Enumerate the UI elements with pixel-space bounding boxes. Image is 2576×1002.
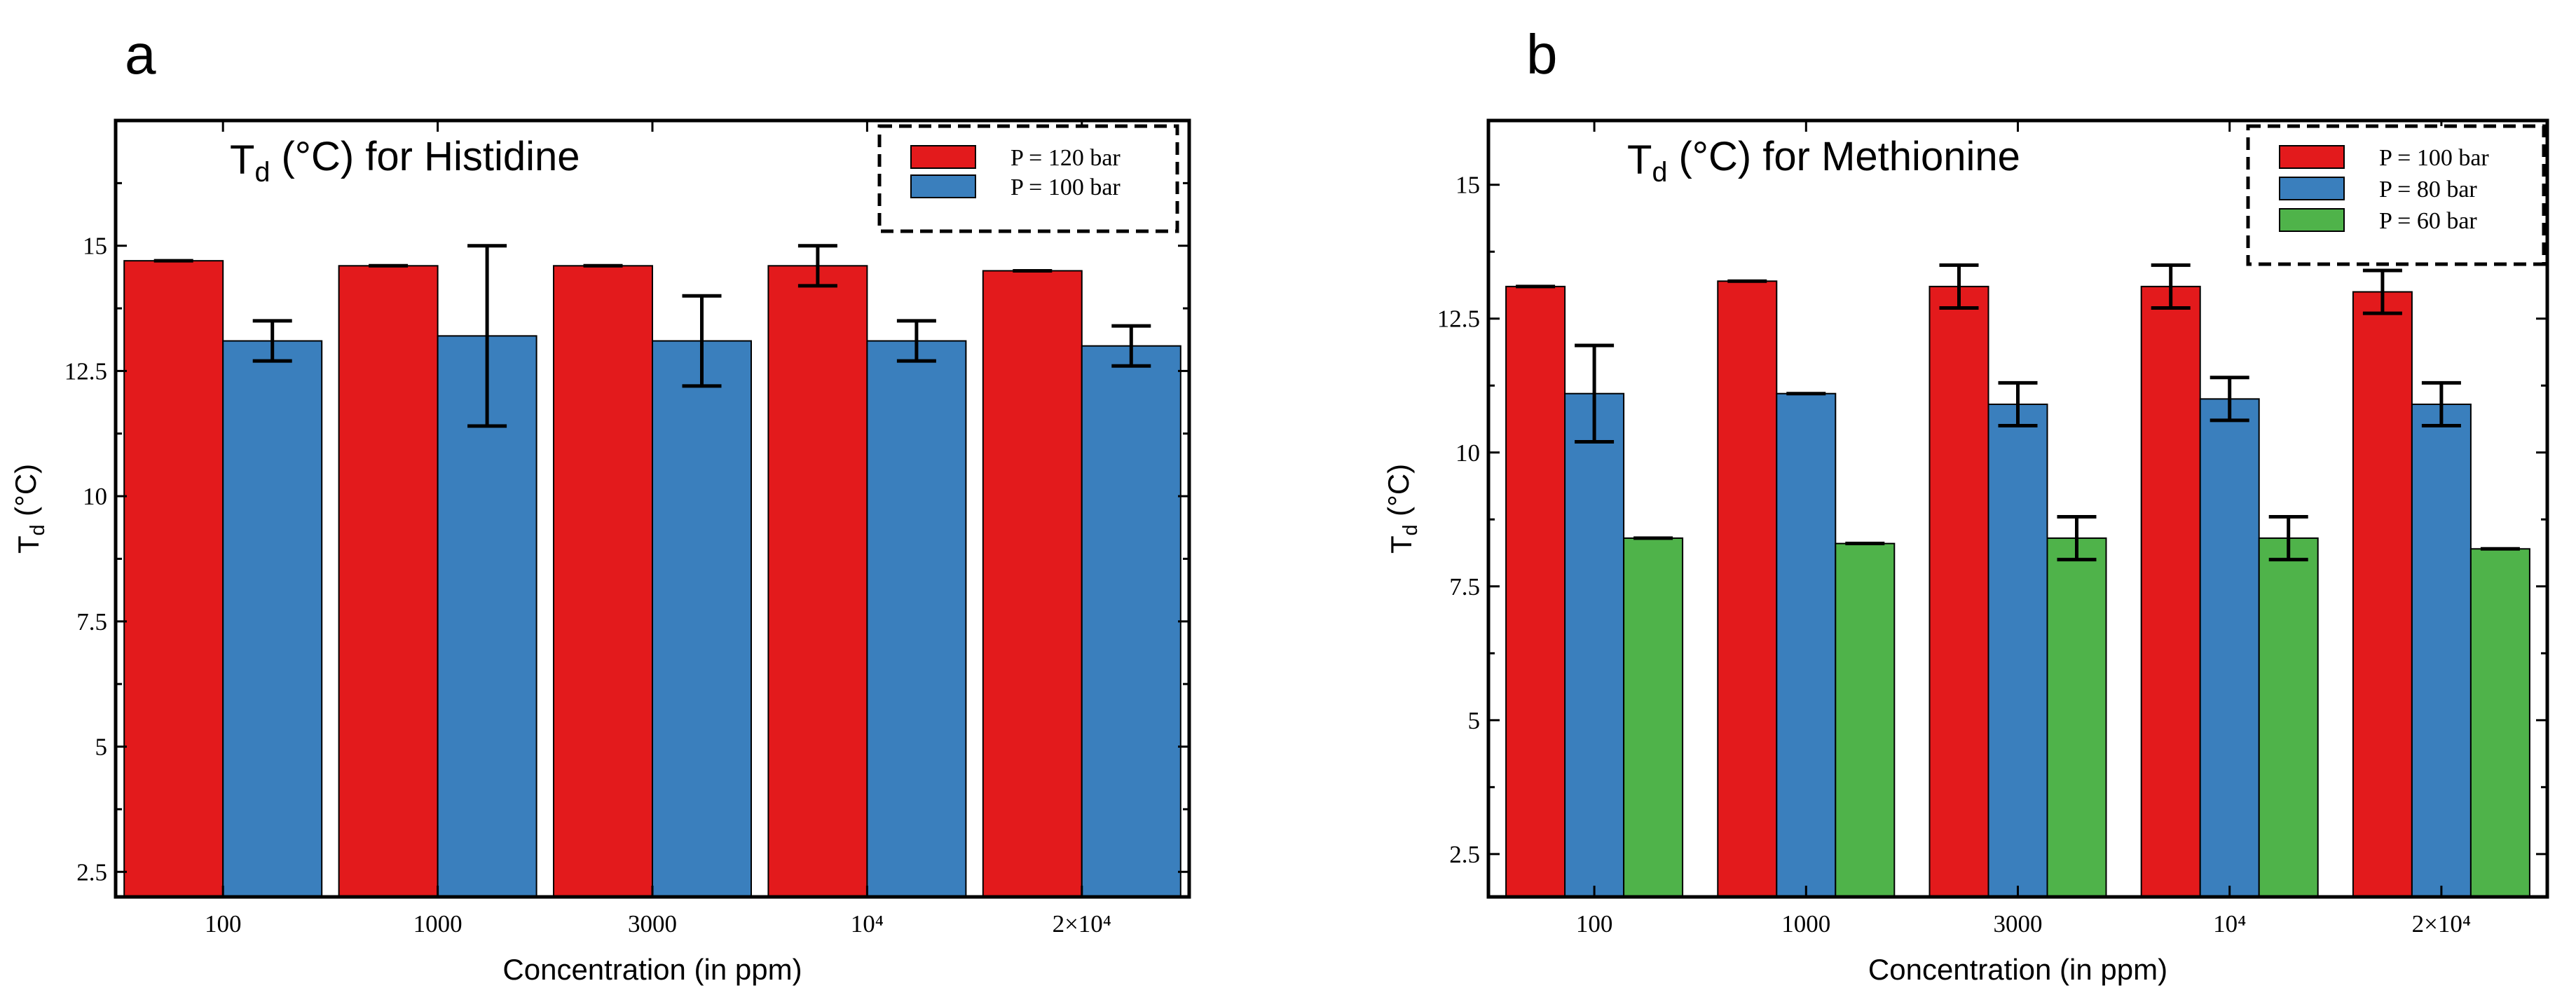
y-axis-label-b-rest: (°C) <box>1382 464 1415 525</box>
xtick-label-b-1: 1000 <box>1781 910 1830 938</box>
legend-label-b-2: P = 60 bar <box>2379 208 2477 234</box>
legend-label-a-1: P = 100 bar <box>1010 174 1121 200</box>
ytick-label-b-1: 5 <box>1468 707 1481 734</box>
panel-letter-a: a <box>125 23 156 85</box>
legend-box-a <box>877 124 1179 233</box>
xtick-label-a-4: 2×10⁴ <box>1053 910 1111 938</box>
y-axis-label-a: Td (°C) <box>9 464 49 554</box>
legend-swatch-b-0 <box>2279 145 2345 169</box>
chart-title-b-main: T <box>1627 137 1652 183</box>
bar-b-s1-c1 <box>1776 392 1837 898</box>
xtick-label-a-1: 1000 <box>413 910 463 938</box>
y-axis-label-b-sub: d <box>1399 525 1422 536</box>
chart-title-a: Td (°C) for Histidine <box>230 134 580 188</box>
bar-a-s0-c4 <box>982 270 1083 898</box>
bar-a-s0-c0 <box>123 260 224 898</box>
bar-b-s0-c3 <box>2140 285 2201 898</box>
chart-title-a-main: T <box>230 137 254 183</box>
legend-swatch-b-2 <box>2279 208 2345 232</box>
ytick-label-a-3: 10 <box>83 483 107 510</box>
bar-a-s1-c0 <box>222 340 323 898</box>
y-axis-label-a-rest: (°C) <box>9 464 42 525</box>
ytick-label-a-1: 5 <box>95 734 108 761</box>
ytick-label-b-2: 7.5 <box>1449 573 1480 600</box>
ytick-label-a-2: 7.5 <box>76 608 107 636</box>
bar-b-s0-c1 <box>1717 280 1778 898</box>
xtick-label-b-4: 2×10⁴ <box>2412 910 2471 938</box>
y-axis-label-b: Td (°C) <box>1382 464 1422 554</box>
bar-a-s0-c1 <box>338 265 439 898</box>
xtick-label-a-0: 100 <box>205 910 242 938</box>
bar-b-s0-c0 <box>1505 285 1566 898</box>
chart-title-b: Td (°C) for Methionine <box>1627 134 2020 188</box>
chart-title-b-sub: d <box>1652 157 1667 188</box>
bar-a-s1-c2 <box>652 340 752 898</box>
y-axis-label-a-sub: d <box>27 525 49 536</box>
y-axis-label-b-main: T <box>1385 536 1418 554</box>
bar-b-s2-c3 <box>2258 537 2319 898</box>
bar-a-s1-c4 <box>1081 345 1181 898</box>
xtick-label-a-3: 10⁴ <box>851 910 884 938</box>
xtick-label-a-2: 3000 <box>628 910 677 938</box>
bar-b-s2-c1 <box>1835 542 1896 898</box>
ytick-label-b-4: 12.5 <box>1437 306 1480 333</box>
ytick-label-a-4: 12.5 <box>64 357 107 385</box>
bar-b-s2-c0 <box>1623 537 1684 898</box>
x-axis-label-a: Concentration (in ppm) <box>502 953 802 986</box>
bar-b-s1-c3 <box>2199 398 2260 898</box>
bar-b-s1-c2 <box>1987 403 2048 898</box>
ytick-label-b-5: 15 <box>1455 172 1480 199</box>
legend-label-b-0: P = 100 bar <box>2379 145 2489 171</box>
xtick-label-b-0: 100 <box>1576 910 1613 938</box>
chart-title-a-sub: d <box>254 157 270 188</box>
legend-swatch-b-1 <box>2279 177 2345 200</box>
bar-b-s2-c4 <box>2469 548 2530 898</box>
chart-title-a-rest: (°C) for Histidine <box>270 134 580 179</box>
panel-a: a 2.5 5 7.5 10 12.5 15 100 1000 3000 10⁴ 2×10⁴ Conce… <box>9 23 1191 986</box>
bar-b-s1-c4 <box>2411 403 2472 898</box>
panel-b: b 2.5 5 7.5 10 12.5 15 100 1000 3000 10⁴ 2×10⁴ Conce… <box>1382 23 2549 986</box>
bar-b-s1-c0 <box>1564 392 1625 898</box>
panel-letter-b: b <box>1526 23 1558 85</box>
legend-swatch-a-0 <box>910 145 976 169</box>
xtick-label-b-2: 3000 <box>1994 910 2043 938</box>
legend-swatch-a-1 <box>910 174 976 198</box>
bar-a-s0-c2 <box>553 265 653 898</box>
y-axis-label-a-main: T <box>12 536 45 554</box>
bar-b-s0-c2 <box>1928 285 1989 898</box>
bar-a-s0-c3 <box>767 265 868 898</box>
ytick-label-a-5: 15 <box>83 233 107 260</box>
chart-title-b-rest: (°C) for Methionine <box>1667 134 2020 179</box>
ytick-label-b-0: 2.5 <box>1449 841 1480 868</box>
bar-b-s2-c2 <box>2046 537 2107 898</box>
ytick-label-a-0: 2.5 <box>76 858 107 886</box>
legend-label-a-0: P = 120 bar <box>1010 145 1121 171</box>
ytick-label-b-3: 10 <box>1455 439 1480 467</box>
x-axis-label-b: Concentration (in ppm) <box>1868 953 2167 986</box>
legend-label-b-1: P = 80 bar <box>2379 177 2477 203</box>
xtick-label-b-3: 10⁴ <box>2213 910 2246 938</box>
bar-b-s0-c4 <box>2352 291 2413 898</box>
bar-a-s1-c3 <box>866 340 967 898</box>
